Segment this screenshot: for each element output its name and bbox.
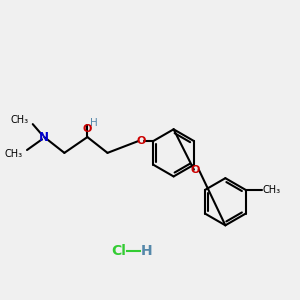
Text: N: N xyxy=(39,130,49,144)
Text: O: O xyxy=(136,136,146,146)
Text: CH₃: CH₃ xyxy=(10,115,28,125)
Text: O: O xyxy=(191,165,200,175)
Text: CH₃: CH₃ xyxy=(262,185,280,195)
Text: H: H xyxy=(90,118,98,128)
Text: O: O xyxy=(82,124,92,134)
Text: Cl: Cl xyxy=(111,244,126,258)
Text: CH₃: CH₃ xyxy=(4,149,23,159)
Text: H: H xyxy=(141,244,152,258)
